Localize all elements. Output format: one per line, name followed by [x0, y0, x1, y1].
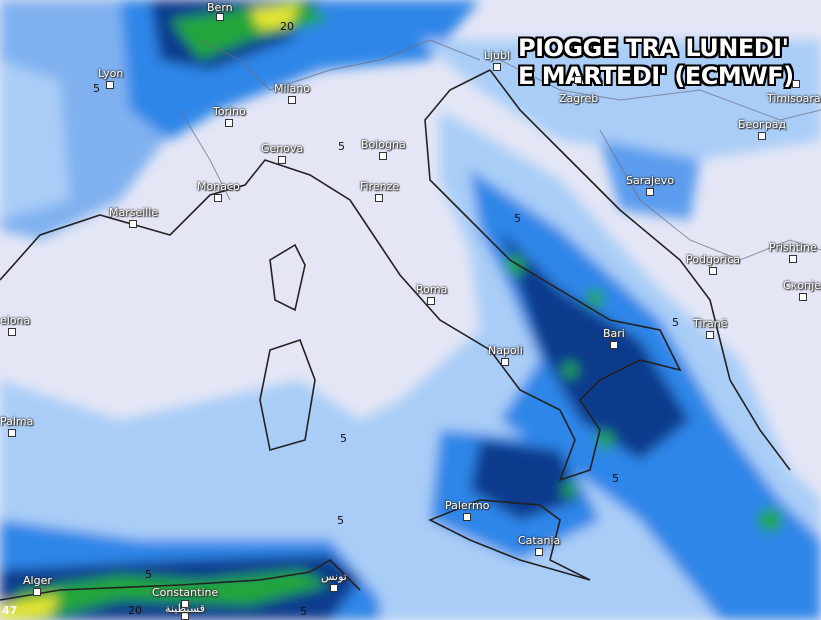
city-marker	[225, 119, 233, 127]
city-marker	[574, 76, 582, 84]
city-label: Palermo	[445, 499, 490, 512]
contour-label: 5	[612, 472, 619, 485]
contour-label: 20	[280, 20, 294, 33]
coastlines	[0, 69, 791, 601]
city-marker	[330, 584, 338, 592]
city-marker	[501, 358, 509, 366]
city-label: Bern	[207, 1, 233, 14]
city-marker	[610, 341, 618, 349]
borders	[179, 39, 821, 261]
contour-label: 20	[128, 604, 142, 617]
city-label: Marseille	[109, 206, 159, 219]
city-marker	[799, 293, 807, 301]
city-label: Monaco	[197, 180, 240, 193]
city-label: Prishtine	[769, 241, 817, 254]
city-marker	[8, 429, 16, 437]
contour-label: 5	[338, 140, 345, 153]
city-label: Catania	[518, 534, 561, 547]
city-label: Lyon	[98, 67, 124, 80]
city-marker	[106, 81, 114, 89]
city-marker	[8, 328, 16, 336]
city-marker	[214, 194, 222, 202]
city-marker	[216, 13, 224, 21]
city-marker	[427, 297, 435, 305]
city-label: Milano	[274, 82, 311, 95]
contour-label: 5	[672, 316, 679, 329]
city-label: Palma	[0, 415, 34, 428]
city-marker	[379, 152, 387, 160]
city-marker	[789, 255, 797, 263]
city-label: Bari	[603, 327, 625, 340]
city-marker	[646, 188, 654, 196]
city-label: Zagreb	[559, 92, 599, 105]
city-marker	[129, 220, 137, 228]
city-marker	[709, 267, 717, 275]
city-label: Tiranë	[693, 317, 728, 330]
city-marker	[535, 548, 543, 556]
city-label: Timisoara	[767, 92, 821, 105]
city-label: Firenze	[360, 180, 400, 193]
city-marker	[278, 156, 286, 164]
city-label: تونس	[321, 570, 347, 583]
city-label: elona	[0, 314, 31, 327]
contour-label: 47	[2, 604, 18, 617]
contour-label: 5	[514, 212, 521, 225]
city-label: Genova	[261, 142, 304, 155]
contour-label: 5	[337, 514, 344, 527]
city-label: قسنطينة	[165, 602, 205, 615]
city-marker	[758, 132, 766, 140]
city-marker	[33, 588, 41, 596]
title-line-1: PIOGGE TRA LUNEDI'	[518, 34, 789, 62]
contour-label: 5	[300, 605, 307, 618]
city-marker	[288, 96, 296, 104]
city-label: Alger	[23, 574, 52, 587]
city-label: Torino	[213, 105, 246, 118]
contour-label: 5	[93, 82, 100, 95]
city-marker	[463, 513, 471, 521]
title-line-2: E MARTEDI' (ECMWF)	[518, 62, 794, 90]
city-label: Sarajevo	[626, 174, 675, 187]
city-label: Bologna	[361, 138, 406, 151]
city-label: Podgorica	[686, 253, 741, 266]
city-label: Constantine	[152, 586, 219, 599]
city-label: Скопје	[783, 279, 821, 292]
city-label: Napoli	[488, 344, 523, 357]
city-marker	[181, 600, 189, 608]
contour-label: 5	[340, 432, 347, 445]
city-marker	[375, 194, 383, 202]
map-title: PIOGGE TRA LUNEDI' E MARTEDI' (ECMWF)	[518, 34, 794, 90]
city-label: Ljubl	[484, 49, 511, 62]
city-marker	[792, 80, 800, 88]
city-marker	[706, 331, 714, 339]
city-marker	[493, 63, 501, 71]
contour-label: 5	[145, 568, 152, 581]
city-label: Roma	[416, 283, 448, 296]
city-label: Београд	[738, 118, 787, 131]
